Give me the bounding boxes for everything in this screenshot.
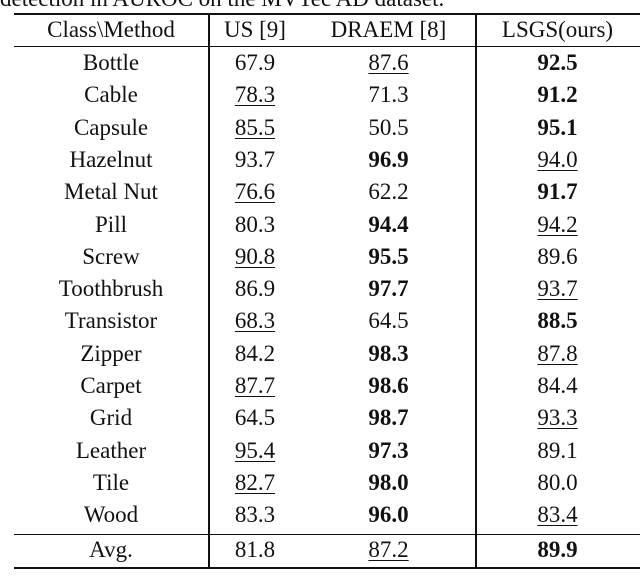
header-draem: DRAEM [8] bbox=[330, 17, 447, 42]
score-us: 64.5 bbox=[234, 405, 276, 431]
class-name: Zipper bbox=[80, 340, 142, 366]
class-name: Avg. bbox=[89, 537, 133, 562]
score-us: 86.9 bbox=[234, 276, 276, 302]
score-us: 82.7 bbox=[234, 469, 276, 495]
column-divider bbox=[208, 14, 210, 568]
score-lsgs: 94.0 bbox=[537, 146, 578, 172]
score-lsgs: 88.5 bbox=[537, 308, 578, 334]
table-row: Hazelnut 93.7 96.9 94.0 bbox=[14, 144, 640, 176]
score-us: 83.3 bbox=[234, 502, 276, 528]
score-draem: 96.0 bbox=[368, 502, 409, 528]
table-row: Grid 64.5 98.7 93.3 bbox=[14, 402, 640, 434]
score-draem: 98.6 bbox=[368, 373, 409, 398]
score-draem: 95.5 bbox=[368, 243, 409, 269]
score-draem: 62.2 bbox=[368, 179, 409, 205]
class-name: Tile bbox=[92, 469, 130, 495]
table-row: Pill 80.3 94.4 94.2 bbox=[14, 209, 640, 241]
score-us: 68.3 bbox=[234, 308, 276, 334]
class-name: Cable bbox=[84, 82, 138, 108]
class-name: Leather bbox=[75, 437, 147, 463]
class-name: Screw bbox=[82, 243, 140, 269]
score-draem: 98.3 bbox=[368, 340, 409, 366]
score-lsgs: 93.3 bbox=[537, 405, 578, 431]
class-name: Pill bbox=[95, 211, 127, 237]
score-lsgs: 89.6 bbox=[537, 243, 578, 269]
column-divider bbox=[475, 14, 477, 568]
score-draem: 96.9 bbox=[368, 146, 409, 172]
table-row: Toothbrush 86.9 97.7 93.7 bbox=[14, 273, 640, 305]
class-name: Carpet bbox=[80, 373, 142, 398]
score-us: 95.4 bbox=[234, 437, 276, 463]
table-row: Tile 82.7 98.0 80.0 bbox=[14, 467, 640, 499]
score-lsgs: 89.1 bbox=[537, 437, 578, 463]
score-draem: 98.0 bbox=[368, 469, 409, 495]
class-name: Capsule bbox=[73, 114, 149, 140]
table-row: Carpet 87.7 98.6 84.4 bbox=[14, 370, 640, 402]
class-name: Wood bbox=[83, 502, 139, 528]
class-name: Toothbrush bbox=[58, 276, 164, 302]
score-us: 93.7 bbox=[234, 146, 276, 172]
score-us: 90.8 bbox=[234, 243, 276, 269]
header-rule bbox=[14, 46, 640, 47]
header-lsgs: LSGS(ours) bbox=[501, 17, 614, 42]
score-draem: 87.2 bbox=[368, 537, 409, 562]
score-lsgs: 92.5 bbox=[537, 50, 578, 75]
score-us: 84.2 bbox=[234, 340, 276, 366]
score-draem: 97.7 bbox=[368, 276, 409, 302]
score-lsgs: 95.1 bbox=[537, 114, 578, 140]
score-us: 81.8 bbox=[234, 537, 276, 562]
score-lsgs: 84.4 bbox=[537, 373, 578, 398]
average-row: Avg. 81.8 87.2 89.9 bbox=[14, 534, 640, 566]
score-draem: 50.5 bbox=[368, 114, 409, 140]
class-name: Grid bbox=[89, 405, 133, 431]
score-lsgs: 91.7 bbox=[537, 179, 578, 205]
table-row: Cable 78.3 71.3 91.2 bbox=[14, 79, 640, 111]
score-draem: 71.3 bbox=[368, 82, 409, 108]
avg-rule bbox=[14, 534, 640, 535]
score-us: 80.3 bbox=[234, 211, 276, 237]
score-draem: 98.7 bbox=[368, 405, 409, 431]
table-row: Screw 90.8 95.5 89.6 bbox=[14, 241, 640, 273]
score-us: 67.9 bbox=[234, 50, 276, 75]
table-row: Leather 95.4 97.3 89.1 bbox=[14, 435, 640, 467]
score-lsgs: 94.2 bbox=[537, 211, 578, 237]
class-name: Bottle bbox=[82, 50, 140, 75]
score-us: 78.3 bbox=[234, 82, 276, 108]
table-row: Zipper 84.2 98.3 87.8 bbox=[14, 338, 640, 370]
class-name: Metal Nut bbox=[64, 179, 158, 205]
table-row: Metal Nut 76.6 62.2 91.7 bbox=[14, 176, 640, 208]
score-lsgs: 93.7 bbox=[537, 276, 578, 302]
score-draem: 64.5 bbox=[368, 308, 409, 334]
score-lsgs: 89.9 bbox=[537, 537, 578, 562]
score-lsgs: 91.2 bbox=[537, 82, 578, 108]
score-us: 85.5 bbox=[234, 114, 276, 140]
header-class: Class\Method bbox=[47, 17, 175, 42]
score-lsgs: 87.8 bbox=[537, 340, 578, 366]
score-lsgs: 83.4 bbox=[537, 502, 578, 528]
score-us: 76.6 bbox=[234, 179, 276, 205]
table-caption: detection in AUROC on the MVTec AD datas… bbox=[0, 0, 444, 12]
class-name: Hazelnut bbox=[69, 146, 153, 172]
score-lsgs: 80.0 bbox=[537, 469, 578, 495]
bottom-rule bbox=[14, 567, 640, 569]
score-draem: 94.4 bbox=[368, 211, 409, 237]
table-row: Transistor 68.3 64.5 88.5 bbox=[14, 305, 640, 337]
class-name: Transistor bbox=[64, 308, 158, 334]
table-row: Wood 83.3 96.0 83.4 bbox=[14, 499, 640, 531]
score-draem: 97.3 bbox=[368, 437, 409, 463]
score-us: 87.7 bbox=[234, 373, 276, 398]
top-rule bbox=[14, 13, 640, 15]
score-draem: 87.6 bbox=[368, 50, 409, 75]
table-row: Bottle 67.9 87.6 92.5 bbox=[14, 47, 640, 79]
header-row: Class\Method US [9] DRAEM [8] LSGS(ours) bbox=[14, 14, 640, 46]
header-us: US [9] bbox=[224, 17, 286, 42]
table-row: Capsule 85.5 50.5 95.1 bbox=[14, 112, 640, 144]
